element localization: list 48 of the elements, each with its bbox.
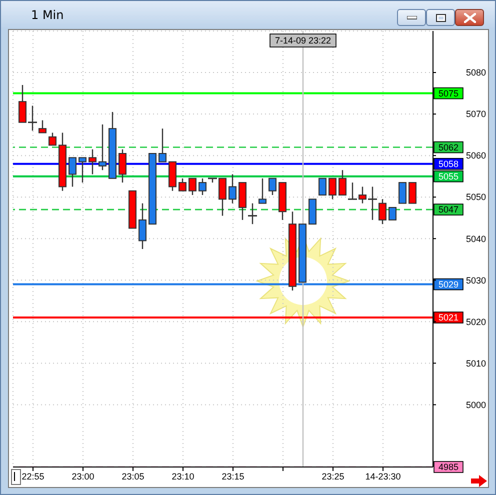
candlestick bbox=[378, 198, 386, 225]
candlestick bbox=[338, 170, 346, 196]
candlestick bbox=[318, 178, 326, 196]
x-tick-label: 22:55 bbox=[22, 471, 44, 482]
ref-line-label: 5047 bbox=[438, 204, 459, 215]
y-tick-label: 5060 bbox=[466, 150, 486, 161]
candlestick bbox=[68, 157, 76, 188]
ref-line-label: 5055 bbox=[438, 171, 459, 182]
candlestick bbox=[228, 174, 236, 204]
ref-line-label: 5021 bbox=[438, 312, 459, 323]
candlestick bbox=[98, 124, 106, 171]
candlestick bbox=[118, 148, 126, 184]
candlestick bbox=[88, 148, 96, 175]
ref-line-label: 5029 bbox=[438, 279, 459, 290]
ref-line-label: 5058 bbox=[438, 159, 459, 170]
x-tick-label: 23:00 bbox=[72, 471, 94, 482]
y-tick-label: 5050 bbox=[466, 192, 486, 202]
ref-line-label: 7-14-09 23:22 bbox=[274, 36, 332, 46]
candlestick bbox=[198, 178, 206, 196]
ref-line-label: 5062 bbox=[438, 142, 459, 152]
y-tick-label: 5070 bbox=[466, 109, 486, 120]
x-tick-label: 23:10 bbox=[172, 471, 194, 482]
y-tick-label: 5040 bbox=[466, 234, 486, 244]
candlestick bbox=[38, 120, 46, 134]
candlestick bbox=[188, 178, 196, 196]
x-tick-label: 23:15 bbox=[222, 471, 244, 482]
y-tick-label: 5010 bbox=[466, 358, 486, 368]
x-tick-label: 23:05 bbox=[122, 471, 144, 482]
y-tick-label: 5080 bbox=[466, 68, 486, 78]
candlestick bbox=[268, 178, 276, 196]
x-tick-label: 14-23:30 bbox=[365, 471, 401, 482]
candlestick bbox=[78, 157, 86, 184]
candlestick bbox=[178, 178, 186, 192]
candlestick bbox=[48, 132, 56, 146]
y-tick-label: 5000 bbox=[466, 400, 486, 410]
candlestick bbox=[328, 178, 336, 200]
chart-title: 1 Min bbox=[31, 8, 64, 22]
candlestick bbox=[388, 206, 396, 220]
y-tick-label: 5020 bbox=[466, 316, 486, 327]
y-tick-label: 5030 bbox=[466, 275, 486, 286]
x-tick-label: 23:25 bbox=[322, 471, 344, 482]
candlestick bbox=[138, 202, 146, 250]
ref-line-label: 4985 bbox=[438, 462, 459, 472]
candlestick bbox=[408, 182, 416, 204]
candlestick bbox=[398, 182, 406, 204]
ref-line-label: 5075 bbox=[438, 88, 459, 98]
candlestick bbox=[258, 178, 266, 204]
candlestick bbox=[158, 128, 166, 162]
